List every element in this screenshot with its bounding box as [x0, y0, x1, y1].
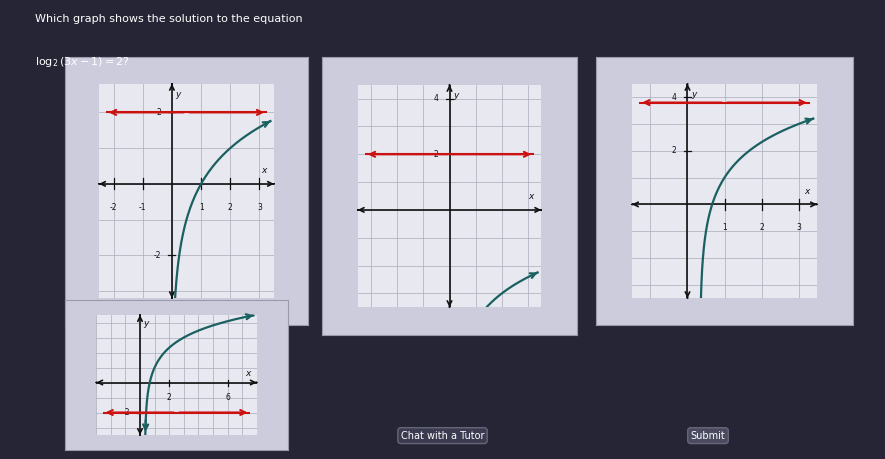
Text: 6: 6 [225, 393, 230, 402]
Text: y: y [175, 90, 181, 99]
Text: 3: 3 [257, 202, 262, 212]
Text: x: x [528, 192, 534, 201]
Text: x: x [245, 369, 250, 378]
Text: x: x [804, 187, 810, 196]
Text: 4: 4 [434, 94, 438, 103]
Text: Chat with a Tutor: Chat with a Tutor [401, 431, 484, 441]
Text: 3: 3 [796, 223, 801, 232]
Text: 2: 2 [759, 223, 764, 232]
Text: 2: 2 [672, 146, 676, 155]
Text: 2: 2 [157, 108, 161, 117]
Text: y: y [453, 91, 458, 101]
Text: 4: 4 [672, 93, 676, 102]
Text: x: x [262, 166, 267, 175]
Text: -1: -1 [139, 202, 147, 212]
Text: 1: 1 [722, 223, 727, 232]
Text: 2: 2 [167, 393, 172, 402]
Text: y: y [691, 90, 696, 99]
Text: $\log_2(3x-1) = 2$?: $\log_2(3x-1) = 2$? [35, 55, 130, 69]
Text: -2: -2 [110, 202, 118, 212]
Text: 2: 2 [227, 202, 233, 212]
Text: y: y [143, 319, 149, 328]
Text: 2: 2 [434, 150, 438, 159]
Text: 1: 1 [199, 202, 204, 212]
Text: -2: -2 [154, 251, 161, 260]
Text: Submit: Submit [690, 431, 726, 441]
Text: -2: -2 [123, 408, 130, 417]
Text: Which graph shows the solution to the equation: Which graph shows the solution to the eq… [35, 14, 303, 24]
